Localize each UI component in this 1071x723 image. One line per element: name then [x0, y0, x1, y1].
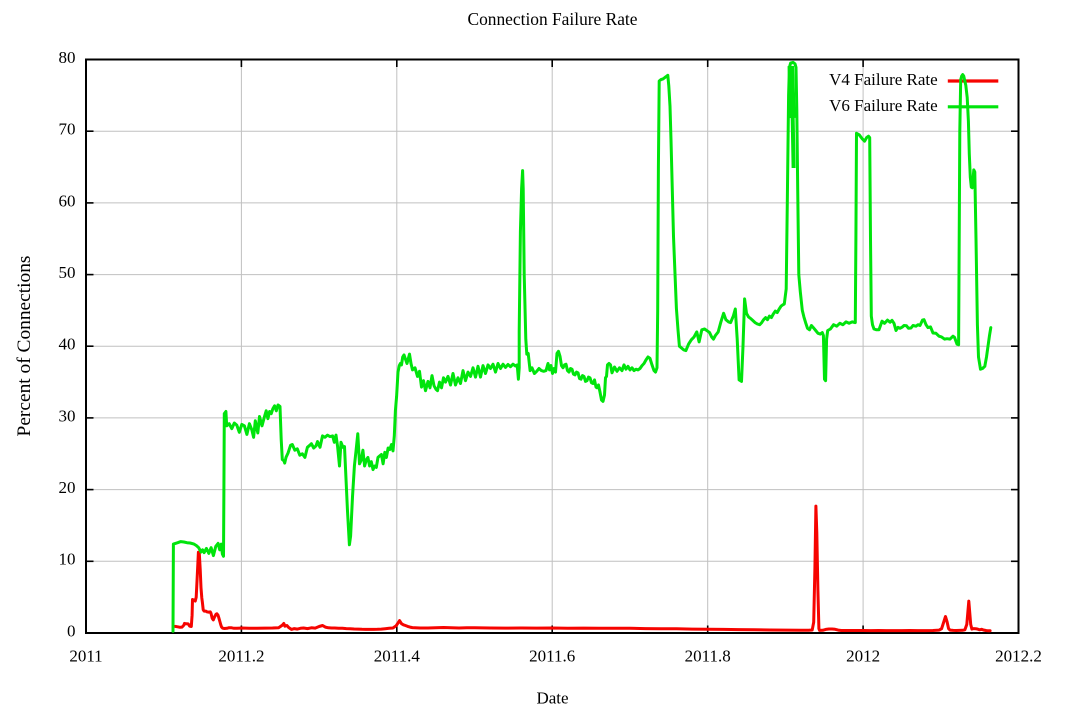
svg-text:20: 20	[59, 478, 76, 497]
svg-text:Percent of Connections: Percent of Connections	[14, 256, 35, 437]
svg-text:30: 30	[59, 406, 76, 425]
svg-text:V4 Failure Rate: V4 Failure Rate	[829, 70, 938, 89]
svg-text:2011: 2011	[69, 647, 102, 666]
svg-text:2011.8: 2011.8	[685, 647, 731, 666]
svg-text:40: 40	[59, 335, 76, 354]
svg-text:60: 60	[59, 191, 76, 210]
svg-text:2011.4: 2011.4	[374, 647, 421, 666]
svg-text:Date: Date	[536, 689, 568, 708]
svg-text:V6 Failure Rate: V6 Failure Rate	[829, 96, 938, 115]
svg-text:50: 50	[59, 263, 76, 282]
svg-text:2011.2: 2011.2	[218, 647, 264, 666]
svg-text:2012: 2012	[846, 647, 880, 666]
svg-text:80: 80	[59, 48, 76, 67]
svg-text:70: 70	[59, 120, 76, 139]
svg-text:2011.6: 2011.6	[529, 647, 575, 666]
svg-text:0: 0	[67, 621, 76, 640]
svg-text:Connection Failure Rate: Connection Failure Rate	[467, 9, 637, 29]
svg-text:10: 10	[59, 550, 76, 569]
svg-text:2012.2: 2012.2	[995, 647, 1042, 666]
